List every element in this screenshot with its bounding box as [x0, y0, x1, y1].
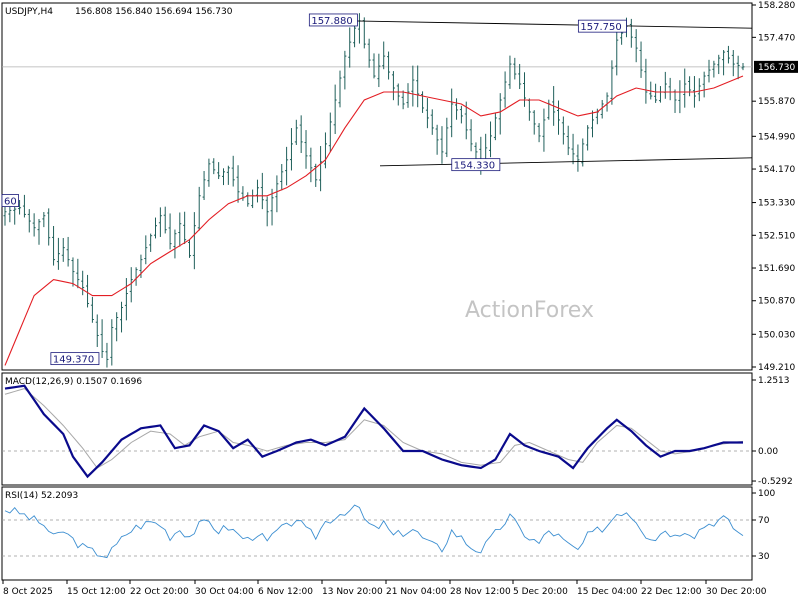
rsi-tick-label: 70: [758, 516, 770, 526]
level-label-box: [50, 352, 100, 366]
rsi-pane: [1, 486, 753, 581]
level-label-box: [577, 19, 627, 33]
level-label-box: [308, 13, 358, 27]
resistance-trendline: [354, 20, 753, 29]
price-tick-label: 149.210: [758, 363, 795, 373]
macd-title: MACD(12,26,9) 0.1507 0.1696: [5, 377, 142, 387]
time-tick-label: 13 Nov 20:00: [322, 587, 383, 597]
rsi-line: [4, 504, 744, 559]
macd-signal-line: [4, 388, 744, 469]
time-tick-label: 21 Nov 04:00: [386, 587, 447, 597]
macd-tick-label: 0.00: [758, 447, 778, 457]
rsi-title: RSI(14) 52.2093: [5, 491, 78, 501]
macd-pane: [1, 372, 753, 486]
watermark: ActionForex: [465, 298, 594, 323]
price-tick-label: 152.510: [758, 231, 795, 241]
moving-average-line: [4, 75, 744, 366]
price-tick-label: 158.280: [758, 1, 795, 11]
price-tick-label: 151.690: [758, 264, 795, 274]
time-tick-label: 22 Dec 12:00: [641, 587, 702, 597]
price-tick-label: 154.170: [758, 165, 795, 175]
level-label: 60: [4, 197, 17, 208]
level-label-box: [1, 194, 20, 207]
time-tick-label: 5 Dec 20:00: [513, 587, 568, 597]
time-tick-label: 30 Dec 20:00: [706, 587, 767, 597]
rsi-tick-label: 100: [758, 489, 775, 499]
level-label: 154.330: [454, 161, 495, 172]
price-tick-label: 150.030: [758, 330, 795, 340]
time-tick-label: 15 Dec 04:00: [577, 587, 638, 597]
price-tick-label: 157.470: [758, 33, 795, 43]
price-pane: [1, 2, 753, 371]
macd-line: [4, 384, 743, 479]
level-label: 157.880: [311, 16, 352, 27]
support-trendline: [379, 157, 753, 167]
level-label: 157.750: [580, 22, 621, 33]
time-tick-label: 8 Oct 2025: [3, 587, 53, 597]
time-tick-label: 15 Oct 12:00: [67, 587, 126, 597]
current-price-box: [754, 60, 798, 73]
price-tick-label: 154.990: [758, 132, 795, 142]
chart-ohlc: 156.808 156.840 156.694 156.730: [75, 7, 233, 17]
rsi-tick-label: 30: [758, 552, 770, 562]
current-price-label: 156.730: [758, 63, 795, 73]
price-tick-label: 155.870: [758, 97, 795, 107]
price-tick-label: 150.870: [758, 297, 795, 307]
time-tick-label: 30 Oct 04:00: [195, 587, 254, 597]
level-label: 149.370: [53, 355, 94, 366]
chart-symbol: USDJPY,H4: [5, 7, 53, 17]
macd-tick-label: -0.5292: [758, 477, 793, 487]
price-tick-label: 153.330: [758, 199, 795, 209]
macd-tick-label: 1.2513: [758, 376, 790, 386]
time-tick-label: 6 Nov 12:00: [258, 587, 313, 597]
level-label-box: [451, 158, 501, 172]
time-tick-label: 28 Nov 12:00: [450, 587, 511, 597]
time-tick-label: 22 Oct 20:00: [130, 587, 189, 597]
